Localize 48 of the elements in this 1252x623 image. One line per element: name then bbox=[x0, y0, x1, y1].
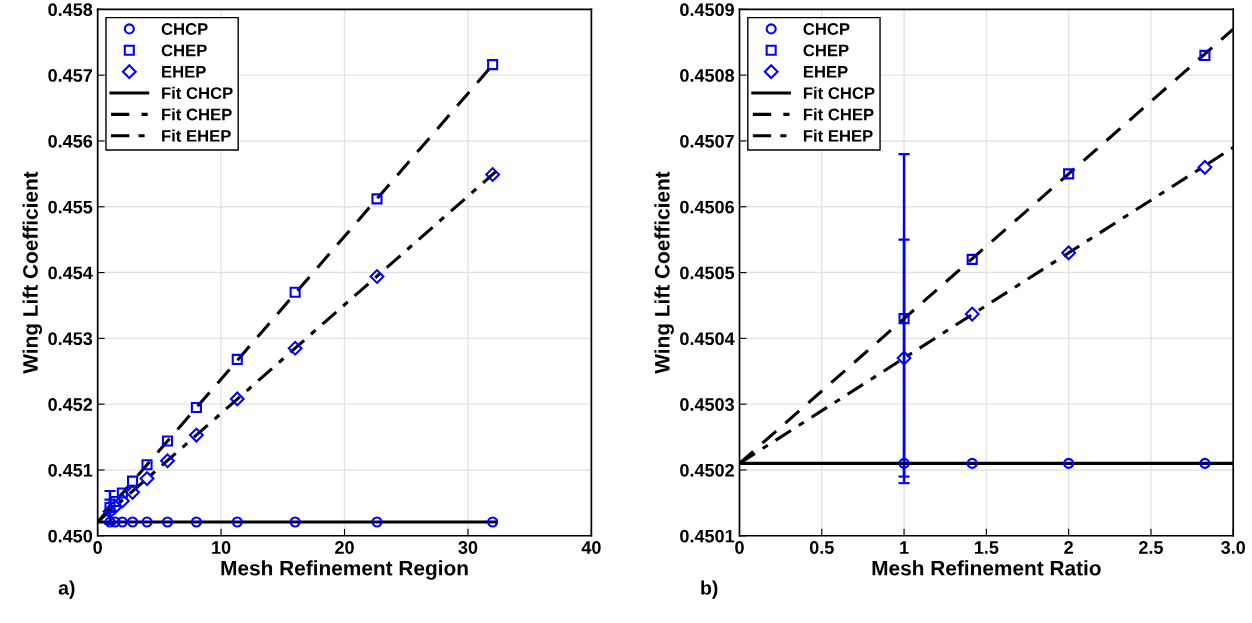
y-tick-label: 0.4509 bbox=[680, 3, 734, 17]
x-tick-label: 2.5 bbox=[1139, 541, 1163, 554]
x-tick-label: 1 bbox=[900, 541, 909, 554]
y-tick-label: 0.454 bbox=[48, 266, 93, 280]
legend-label: CHCP bbox=[161, 23, 208, 35]
legend-label: CHEP bbox=[161, 44, 207, 57]
y-tick-label: 0.457 bbox=[48, 69, 93, 82]
y-axis-title: Wing Lift Coefficient bbox=[22, 171, 43, 374]
x-tick-label: 0 bbox=[93, 541, 102, 554]
legend-label: CHEP bbox=[803, 44, 849, 57]
x-tick-label: 10 bbox=[212, 541, 231, 554]
y-tick-label: 0.458 bbox=[48, 3, 93, 17]
y-tick-label: 0.452 bbox=[48, 398, 93, 411]
text: b) bbox=[701, 580, 718, 599]
x-tick-label: 3.0 bbox=[1221, 541, 1246, 554]
y-tick-label: 0.4505 bbox=[680, 266, 735, 280]
y-tick-label: 0.4501 bbox=[680, 529, 735, 543]
y-tick-label: 0.453 bbox=[48, 332, 93, 346]
legend-label: EHEP bbox=[803, 66, 848, 78]
x-tick-label: 1.5 bbox=[974, 541, 999, 554]
x-axis-title: Mesh Refinement Region bbox=[221, 560, 468, 580]
y-tick-label: 0.451 bbox=[48, 463, 93, 477]
x-tick-label: 2 bbox=[1064, 541, 1073, 554]
y-axis-title: Wing Lift Coefficient bbox=[654, 171, 674, 374]
x-tick-label: 0 bbox=[735, 541, 744, 554]
legend-label: Fit EHEP bbox=[803, 129, 873, 142]
y-tick-label: 0.4503 bbox=[680, 398, 734, 411]
legend-label: Fit CHEP bbox=[162, 108, 232, 121]
legend-label: Fit CHCP bbox=[162, 86, 233, 100]
x-tick-label: 20 bbox=[335, 541, 354, 554]
y-tick-label: 0.4507 bbox=[680, 134, 734, 148]
y-tick-label: 0.4504 bbox=[680, 332, 735, 346]
legend-label: Fit EHEP bbox=[162, 129, 231, 142]
text: a) bbox=[58, 580, 75, 599]
legend-label: EHEP bbox=[162, 66, 206, 78]
y-tick-label: 0.4502 bbox=[680, 463, 734, 477]
y-tick-label: 0.456 bbox=[48, 134, 93, 148]
legend-label: Fit CHCP bbox=[803, 86, 875, 100]
x-tick-label: 30 bbox=[458, 541, 478, 554]
x-axis-title: Mesh Refinement Ratio bbox=[872, 560, 1101, 576]
x-tick-label: 40 bbox=[581, 541, 601, 554]
legend-label: Fit CHEP bbox=[803, 108, 874, 121]
y-tick-label: 0.4506 bbox=[680, 200, 734, 214]
y-tick-label: 0.4508 bbox=[680, 69, 735, 82]
legend-label: CHCP bbox=[803, 23, 850, 35]
y-tick-label: 0.455 bbox=[48, 200, 93, 214]
y-tick-label: 0.450 bbox=[48, 529, 93, 543]
x-tick-label: 0.5 bbox=[809, 541, 834, 554]
